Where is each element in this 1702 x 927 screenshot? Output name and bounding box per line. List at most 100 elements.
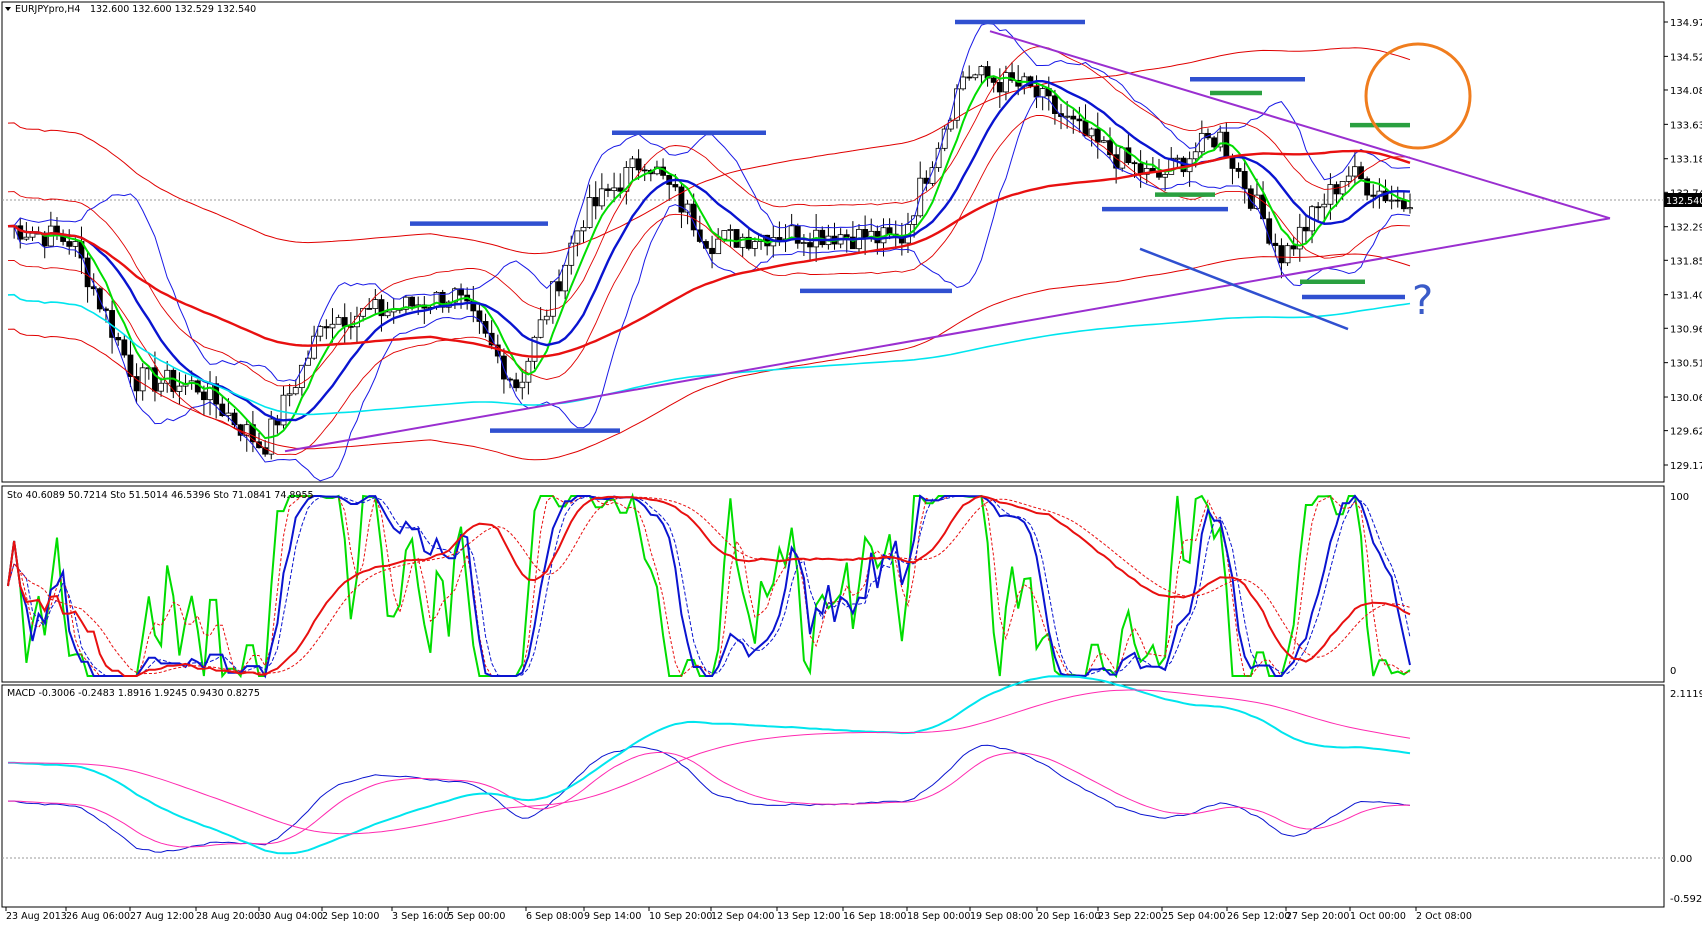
candle-body <box>617 187 624 192</box>
candle-body <box>1394 199 1401 202</box>
candle-body <box>458 288 464 296</box>
candle-body <box>1382 190 1389 202</box>
candle-body <box>262 447 269 455</box>
bollinger-lower <box>7 96 1411 482</box>
candle-body <box>623 167 630 192</box>
candle-body <box>966 76 973 79</box>
candle-body <box>23 236 30 240</box>
candle-body <box>256 441 262 449</box>
candle-body <box>562 264 569 292</box>
candle-body <box>133 376 140 392</box>
stoch-fast-signal <box>7 494 1411 677</box>
candle-body <box>1278 245 1285 264</box>
main-ytick-label: 130.060 <box>1670 393 1702 404</box>
candle-body <box>1247 188 1254 209</box>
candle-body <box>629 158 636 168</box>
candle-body <box>66 241 73 247</box>
candle-body <box>347 325 354 328</box>
candle-body <box>1076 118 1083 122</box>
candle-body <box>1358 166 1364 180</box>
candle-body <box>678 186 685 213</box>
candle-body <box>954 88 960 121</box>
candle-body <box>849 236 856 250</box>
candle-body <box>1131 162 1138 165</box>
xaxis-label: 13 Sep 12:00 <box>777 911 840 922</box>
xaxis-label: 30 Aug 04:00 <box>259 911 323 922</box>
candle-body <box>139 367 146 392</box>
candle-body <box>1364 178 1371 196</box>
candle-body <box>1333 184 1340 195</box>
main-ytick-label: 130.510 <box>1670 359 1702 370</box>
main-ytick-label: 134.520 <box>1670 52 1702 63</box>
candle-body <box>752 241 758 249</box>
axes: 134.970134.520134.080133.630133.180132.7… <box>5 18 1702 922</box>
candle-body <box>513 379 520 389</box>
main-ytick-label: 131.400 <box>1670 291 1702 302</box>
main-ytick-label: 130.960 <box>1670 324 1702 335</box>
candle-body <box>1370 194 1377 197</box>
xaxis-label: 12 Sep 04:00 <box>711 911 774 922</box>
main-ytick-label: 133.630 <box>1670 120 1702 131</box>
candle-body <box>507 378 513 381</box>
candle-body <box>90 286 97 290</box>
candle-body <box>721 230 728 240</box>
candle-body <box>329 323 336 329</box>
xaxis-label: 19 Sep 08:00 <box>970 911 1033 922</box>
candle-body <box>1192 151 1199 160</box>
candle-body <box>843 234 850 238</box>
candle-body <box>409 296 415 307</box>
candle-body <box>1003 72 1009 93</box>
collapse-triangle-icon[interactable] <box>5 7 11 11</box>
candle-body <box>531 336 538 362</box>
stochastic-panel <box>7 492 1411 679</box>
candle-body <box>733 229 740 248</box>
ma-slow <box>7 79 1411 422</box>
candle-body <box>1143 168 1150 175</box>
candle-body <box>549 281 556 317</box>
candle-body <box>280 394 287 426</box>
candle-body <box>335 317 342 325</box>
stoch-slow-main <box>7 495 1411 677</box>
candle-body <box>1119 147 1126 169</box>
candle-body <box>568 242 575 266</box>
xaxis-label: 27 Sep 20:00 <box>1286 911 1349 922</box>
candle-body <box>121 339 128 356</box>
candle-body <box>72 241 79 247</box>
candle-body <box>1327 184 1334 205</box>
candle-body <box>1070 115 1077 120</box>
candle-body <box>1254 194 1260 209</box>
candle-body <box>292 387 299 395</box>
ma-very-long-cyan <box>7 293 1411 416</box>
main-ytick-label: 133.180 <box>1670 155 1702 166</box>
candle-body <box>1100 140 1107 143</box>
candle-body <box>115 337 122 341</box>
candle-body <box>635 158 642 171</box>
macd-values-label: MACD -0.3006 -0.2483 1.8916 1.9245 0.943… <box>7 688 260 699</box>
rising-trendline <box>284 217 1611 453</box>
macd-slow-line <box>8 675 1411 855</box>
stoch-ytick-label: 0 <box>1670 666 1676 677</box>
candle-body <box>176 385 183 392</box>
candle-body <box>17 225 24 240</box>
current-price-tag <box>1664 193 1702 207</box>
candle-body <box>605 188 611 192</box>
candle-body <box>947 119 954 130</box>
candle-body <box>476 310 483 322</box>
candle-body <box>384 311 391 317</box>
main-panel-frame <box>1 1 1665 483</box>
xaxis-label: 16 Sep 18:00 <box>843 911 906 922</box>
candle-body <box>1388 199 1395 202</box>
candle-body <box>1174 157 1181 160</box>
stoch-panel-frame <box>1 485 1665 683</box>
stoch-ytick-label: 100 <box>1670 492 1689 503</box>
candle-body <box>243 424 250 436</box>
candle-body <box>298 364 305 388</box>
candle-body <box>519 381 526 389</box>
xaxis-label: 26 Sep 12:00 <box>1227 911 1290 922</box>
candle-body <box>323 326 330 329</box>
xaxis-label: 23 Aug 2013 <box>6 911 67 922</box>
envelope-inner-upper <box>7 46 1411 387</box>
main-symbol-label: EURJPYpro,H4 <box>15 4 80 15</box>
candle-body <box>978 66 985 76</box>
candle-body <box>1296 226 1303 250</box>
